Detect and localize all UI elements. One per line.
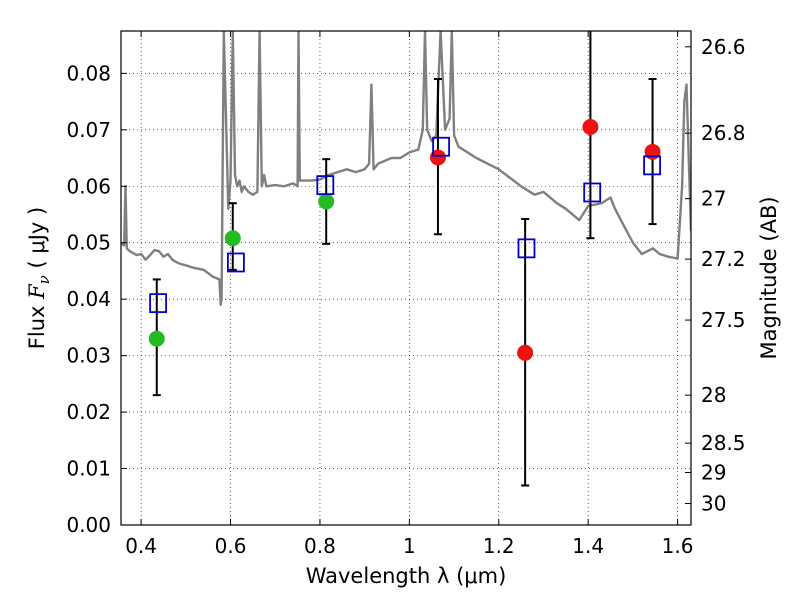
y-tick-label: 0.04 — [66, 287, 111, 311]
model-point-square — [517, 238, 536, 259]
data-point-circle — [148, 330, 165, 347]
data-point-circle — [224, 230, 241, 247]
x-tick-label: 1 — [403, 534, 416, 558]
x-axis-label: Wavelength λ (μm) — [306, 564, 507, 588]
model-point-square — [149, 293, 168, 314]
x-tick-label: 0.6 — [215, 534, 247, 558]
axis-ticks: 0.4 0.6 0.8 1 1.2 1.4 1.6 0.00 0.01 0.02 0.03 0.04 0… — [66, 31, 746, 558]
magnitude-tick-label: 26.8 — [701, 121, 746, 145]
magnitude-tick-label: 30 — [701, 492, 726, 516]
x-tick-label: 0.8 — [304, 534, 336, 558]
y-tick-label: 0.06 — [66, 174, 111, 198]
y-axis-label-prefix: Flux — [25, 299, 49, 349]
y-tick-label: 0.03 — [66, 344, 111, 368]
model-point-square — [432, 136, 450, 157]
y-axis-label-symbol: F — [25, 283, 49, 300]
gridlines — [121, 31, 691, 526]
x-tick-label: 0.4 — [125, 534, 157, 558]
y2-axis-label: Magnitude (AB) — [757, 196, 781, 359]
data-point-circle — [517, 344, 534, 361]
magnitude-tick-label: 29 — [701, 460, 726, 484]
plot-frame — [120, 30, 692, 526]
magnitude-tick-label: 27.5 — [701, 308, 746, 332]
magnitude-tick-label: 28 — [701, 383, 726, 407]
y-tick-label: 0.02 — [66, 400, 111, 424]
data-point-circle — [582, 118, 599, 135]
y-axis-label-subscript: ν — [35, 275, 53, 284]
data-point-circle — [318, 193, 335, 210]
sed-line — [121, 31, 691, 306]
y-tick-label: 0.01 — [66, 457, 111, 481]
magnitude-tick-label: 26.6 — [701, 35, 746, 59]
sed-spectrum — [121, 31, 691, 306]
y-tick-label: 0.07 — [66, 118, 111, 142]
magnitude-tick-label: 27 — [701, 187, 726, 211]
x-tick-label: 1.6 — [662, 534, 694, 558]
y-tick-label: 0.05 — [66, 231, 111, 255]
y-tick-label: 0.08 — [66, 61, 111, 85]
data-markers — [148, 118, 662, 361]
x-tick-label: 1.4 — [572, 534, 604, 558]
y-axis-label: Flux Fν ( μJy ) — [25, 207, 53, 349]
model-point-square — [583, 182, 602, 203]
magnitude-tick-label: 28.5 — [701, 431, 746, 455]
data-point-circle — [644, 143, 661, 160]
x-tick-label: 1.2 — [483, 534, 515, 558]
model-point-square — [316, 175, 335, 196]
model-point-square — [643, 155, 662, 176]
y-tick-label: 0.00 — [66, 513, 111, 537]
model-point-square — [226, 252, 245, 273]
magnitude-tick-label: 27.2 — [701, 247, 746, 271]
y-axis-label-unit: ( μJy ) — [25, 207, 49, 275]
